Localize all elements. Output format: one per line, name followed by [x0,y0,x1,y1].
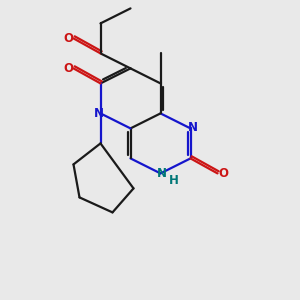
Text: O: O [63,32,73,45]
Text: O: O [218,167,228,180]
Text: N: N [94,107,104,120]
Text: H: H [169,173,179,187]
Text: N: N [157,167,167,180]
Text: N: N [188,121,198,134]
Text: O: O [63,62,73,75]
